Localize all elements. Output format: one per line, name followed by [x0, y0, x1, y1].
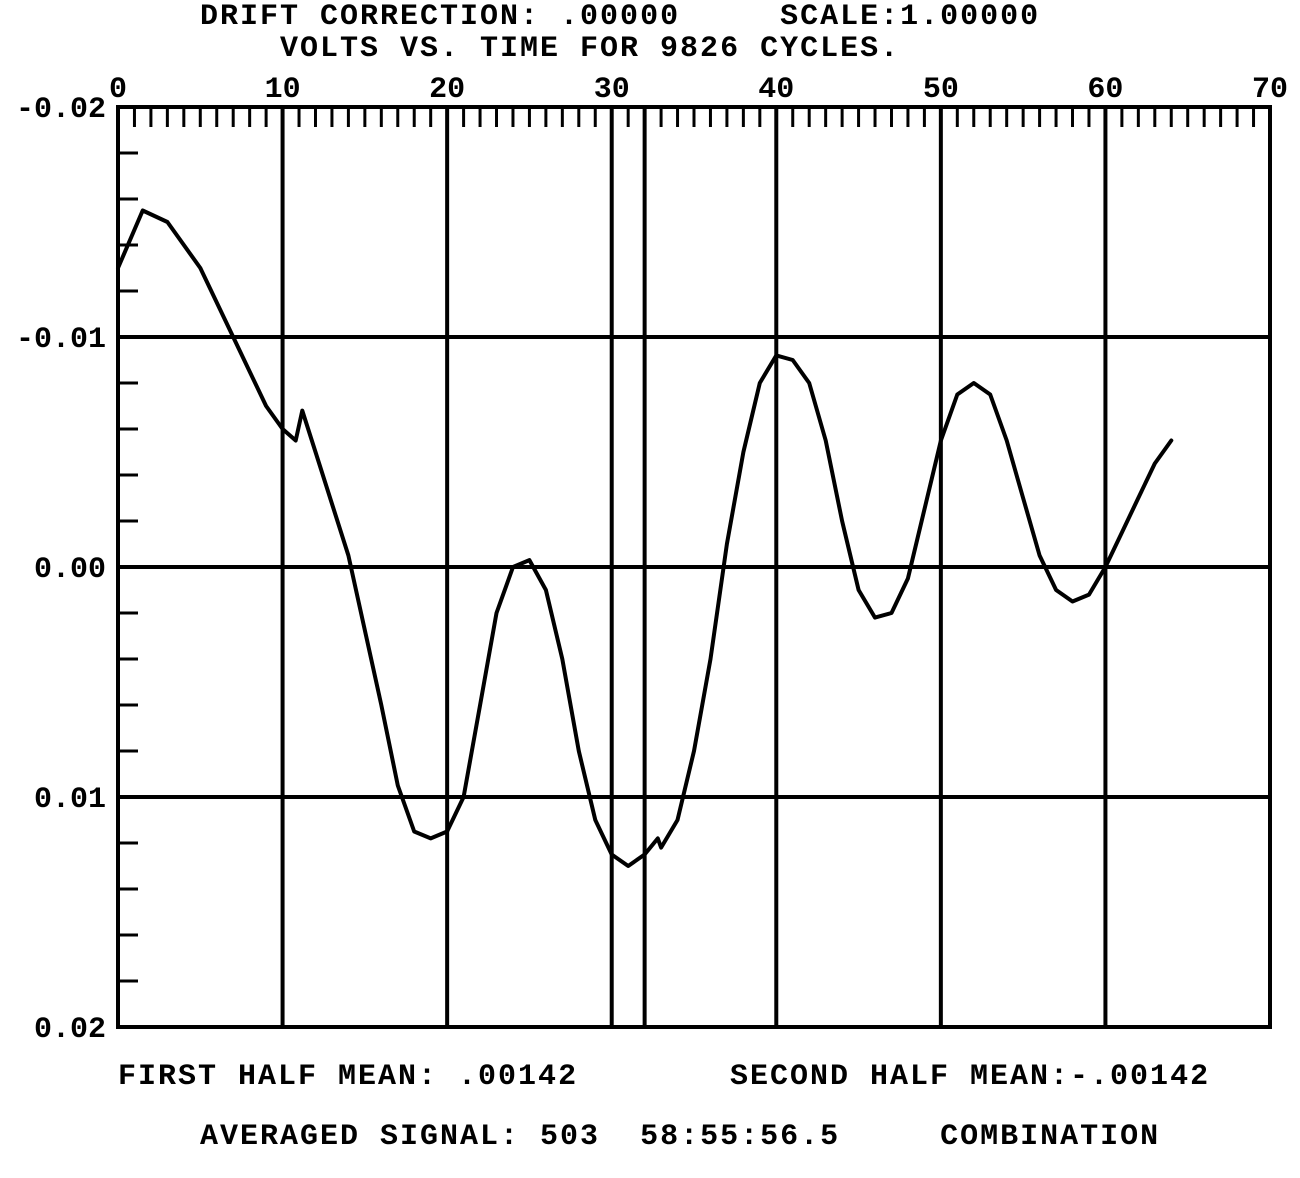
x-tick-label: 30 — [594, 73, 630, 107]
x-tick-label: 20 — [429, 73, 465, 107]
x-tick-label: 40 — [758, 73, 794, 107]
chart-svg: 0 10 20 30 40 50 60 70 -0.02 -0.01 0.00 0.01 0.02 — [0, 0, 1300, 1178]
y-tick-label: 0.00 — [34, 553, 106, 587]
x-tick-label: 0 — [109, 73, 127, 107]
grid — [118, 107, 1270, 1027]
x-tick-label: 50 — [923, 73, 959, 107]
y-tick-label: 0.02 — [34, 1013, 106, 1047]
x-tick-label: 60 — [1087, 73, 1123, 107]
y-tick-label: -0.01 — [16, 323, 106, 357]
tick-labels: 0 10 20 30 40 50 60 70 -0.02 -0.01 0.00 0.01 0.02 — [16, 73, 1288, 1047]
x-tick-label: 70 — [1252, 73, 1288, 107]
y-tick-label: -0.02 — [16, 93, 106, 127]
x-tick-label: 10 — [265, 73, 301, 107]
y-tick-label: 0.01 — [34, 783, 106, 817]
chart-container: DRIFT CORRECTION: .00000 SCALE:1.00000 V… — [0, 0, 1300, 1178]
